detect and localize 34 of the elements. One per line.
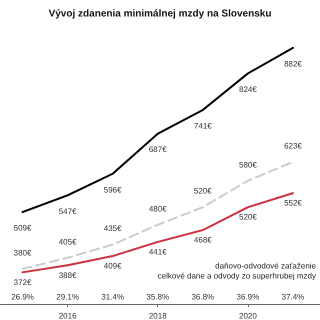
data-label: 480€ <box>148 204 168 214</box>
data-label: 824€ <box>238 84 258 94</box>
text: 31.4% <box>101 292 124 302</box>
data-label: 405€ <box>58 237 78 246</box>
data-label: 441€ <box>148 247 168 256</box>
data-label: 580€ <box>238 160 258 170</box>
text: 35.8% <box>146 292 170 302</box>
data-label: 388€ <box>58 270 78 280</box>
data-label: 435€ <box>104 224 122 234</box>
data-label: 468€ <box>194 236 212 245</box>
data-label: 596€ <box>104 185 122 194</box>
data-label: 372€ <box>14 278 32 287</box>
data-label: 520€ <box>194 186 212 196</box>
x-tick-label: 2020 <box>238 312 258 320</box>
data-label: 623€ <box>284 141 302 150</box>
data-label: 882€ <box>284 59 302 68</box>
data-label: 380€ <box>14 248 32 258</box>
data-label: 509€ <box>14 224 32 233</box>
text: 29.1% <box>56 292 79 302</box>
data-label: 520€ <box>238 212 258 222</box>
text: 36.9% <box>236 292 260 302</box>
data-label: 741€ <box>194 121 212 130</box>
data-label: 552€ <box>284 198 302 208</box>
text: 37.4% <box>282 292 304 302</box>
x-tick-label: 2018 <box>148 312 168 320</box>
chart-title: Vývoj zdanenia minimálnej mzdy na Slovensku <box>48 8 272 20</box>
x-tick-label: 2016 <box>58 312 78 320</box>
annotation: daňovo-odvodové zaťaženie <box>215 262 317 270</box>
text: 36.8% <box>191 292 214 302</box>
text: 26.9% <box>11 292 34 302</box>
data-label: 409€ <box>104 262 122 271</box>
data-label: 687€ <box>148 145 168 154</box>
data-label: 547€ <box>58 206 78 216</box>
annotation: celkové dane a odvody zo superhrubej mzdy <box>158 272 316 280</box>
